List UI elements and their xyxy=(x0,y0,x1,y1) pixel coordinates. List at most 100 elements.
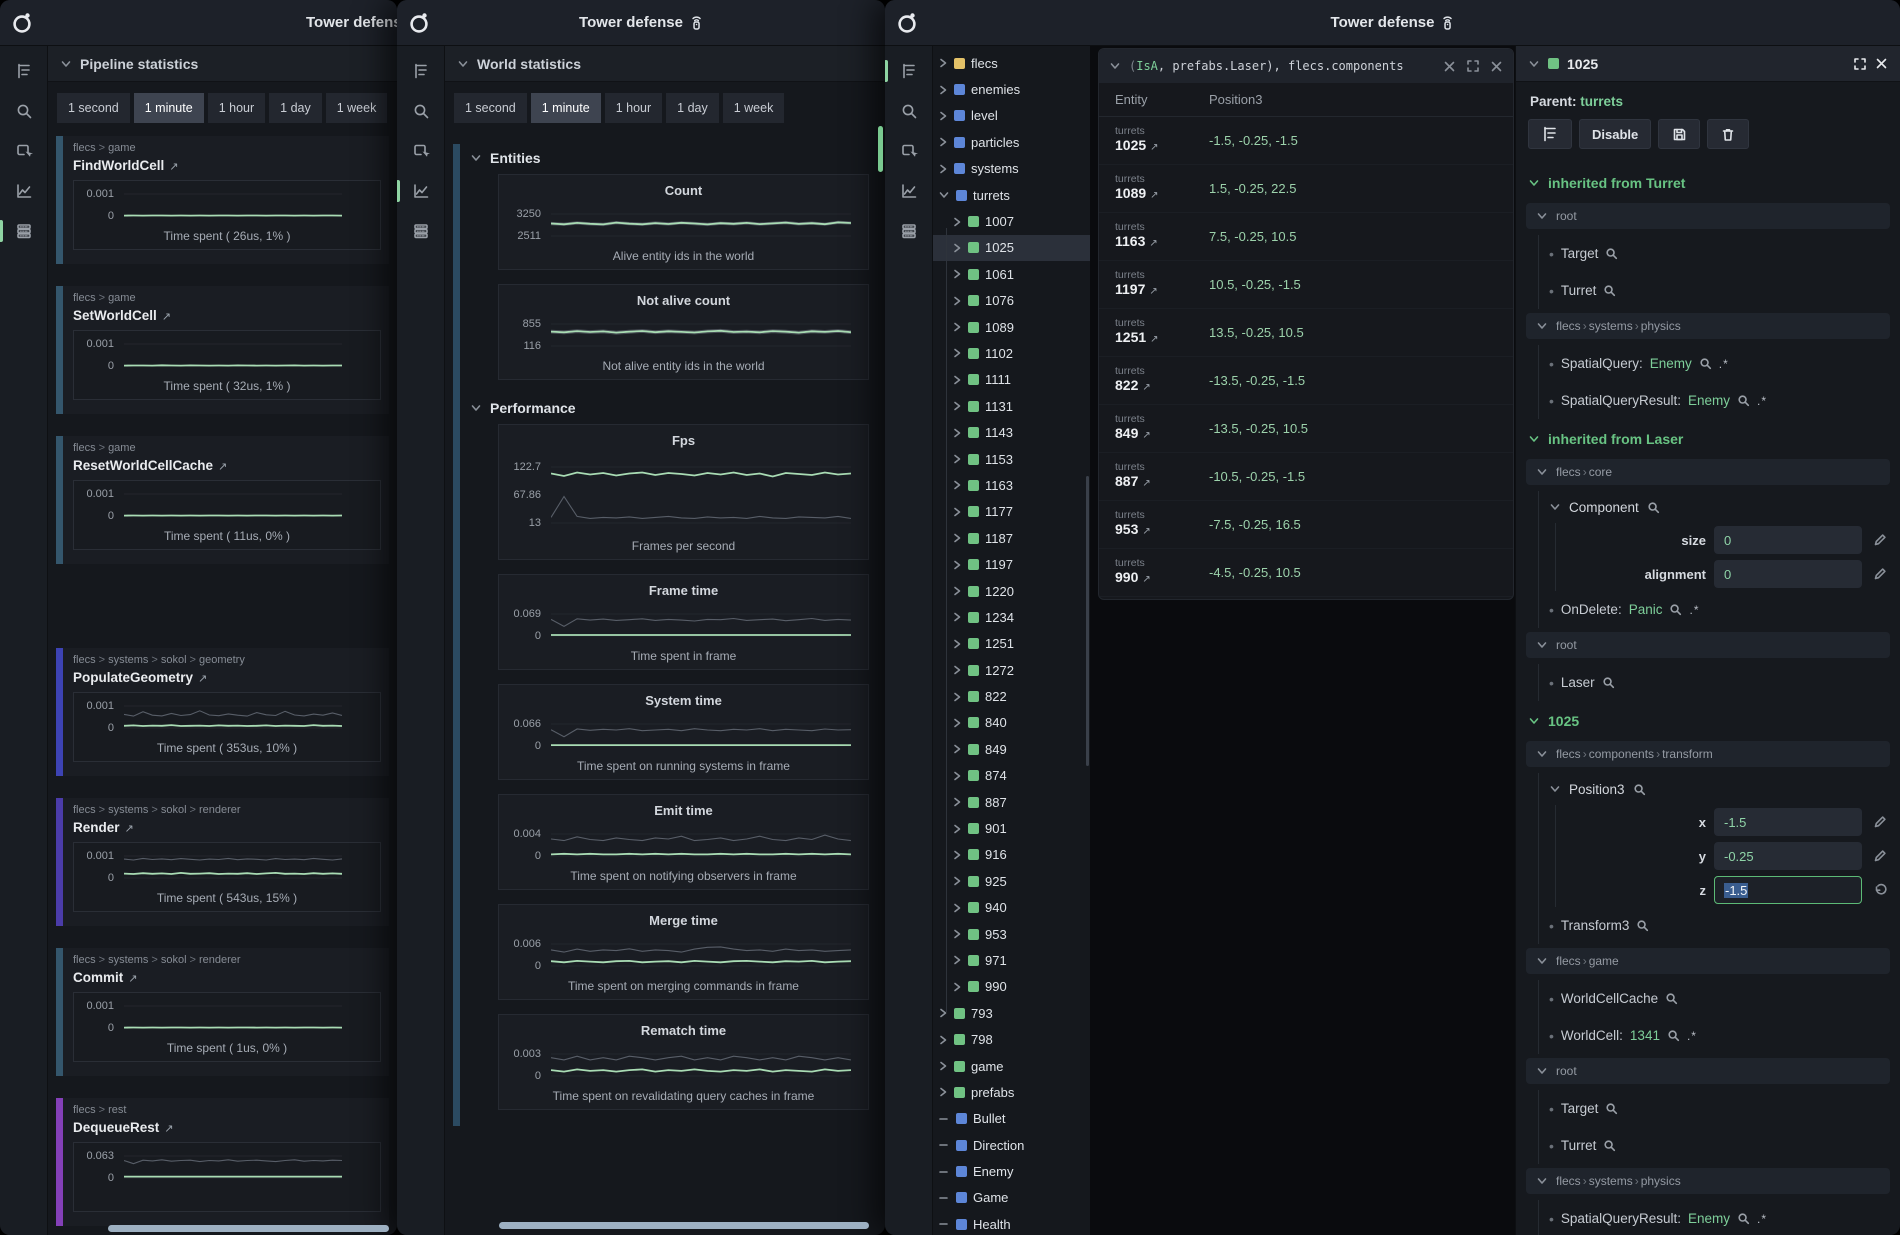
query-result-row[interactable]: turrets887↗-10.5, -0.25, -1.5 xyxy=(1099,453,1513,501)
tree-view-button[interactable] xyxy=(1528,119,1572,149)
expand-icon[interactable] xyxy=(1853,57,1867,71)
search-usage-icon[interactable] xyxy=(1669,603,1682,616)
close-icon[interactable] xyxy=(1490,60,1503,73)
query-result-row[interactable]: turrets849↗-13.5, -0.25, 10.5 xyxy=(1099,405,1513,453)
tree-item-1007[interactable]: 1007 xyxy=(933,208,1090,234)
search-usage-icon[interactable] xyxy=(1603,284,1616,297)
component-item-Turret[interactable]: •Turret xyxy=(1549,1127,1892,1164)
chart-icon[interactable] xyxy=(11,178,37,204)
tree-item-Bullet[interactable]: Bullet xyxy=(933,1106,1090,1132)
component-path-root[interactable]: root xyxy=(1526,203,1890,229)
component-item-SpatialQueryResult[interactable]: •SpatialQueryResult:Enemy.* xyxy=(1549,382,1892,419)
query-result-row[interactable]: turrets953↗-7.5, -0.25, 16.5 xyxy=(1099,501,1513,549)
tree-item-Enemy[interactable]: Enemy xyxy=(933,1158,1090,1184)
tree-item-990[interactable]: 990 xyxy=(933,974,1090,1000)
section-header-performance[interactable]: Performance xyxy=(470,394,871,424)
search-usage-icon[interactable] xyxy=(1699,357,1712,370)
time-range-1-second[interactable]: 1 second xyxy=(453,92,528,124)
tree-item-1143[interactable]: 1143 xyxy=(933,419,1090,445)
disable-button[interactable]: Disable xyxy=(1579,119,1651,149)
tree-item-1163[interactable]: 1163 xyxy=(933,472,1090,498)
tree-item-793[interactable]: 793 xyxy=(933,1000,1090,1026)
tree-item-1251[interactable]: 1251 xyxy=(933,631,1090,657)
tree-item-1272[interactable]: 1272 xyxy=(933,657,1090,683)
tree-icon[interactable] xyxy=(11,58,37,84)
pair-wildcard-icon[interactable]: .* xyxy=(1719,357,1729,371)
search-usage-icon[interactable] xyxy=(1636,919,1649,932)
time-range-1-minute[interactable]: 1 minute xyxy=(530,92,602,124)
search-usage-icon[interactable] xyxy=(1737,1212,1750,1225)
system-link[interactable]: DequeueRest↗ xyxy=(73,1120,381,1142)
search-usage-icon[interactable] xyxy=(1633,783,1646,796)
entity-link[interactable]: 990↗ xyxy=(1115,569,1209,588)
inspector-section-1025[interactable]: 1025 xyxy=(1524,701,1892,737)
search-usage-icon[interactable] xyxy=(1667,1029,1680,1042)
tree-item-1197[interactable]: 1197 xyxy=(933,551,1090,577)
component-path-flecs-components-transform[interactable]: flecs›components›transform xyxy=(1526,741,1890,767)
pair-wildcard-icon[interactable]: .* xyxy=(1687,1029,1697,1043)
tree-item-1025[interactable]: 1025 xyxy=(933,235,1090,261)
world-stats-scroll[interactable]: EntitiesCount32502511Alive entity ids in… xyxy=(445,132,885,1235)
entity-link[interactable]: 1251↗ xyxy=(1115,329,1209,348)
parent-link[interactable]: turrets xyxy=(1580,94,1623,109)
edit-pencil-icon[interactable] xyxy=(1870,849,1890,863)
component-item-Target[interactable]: •Target xyxy=(1549,235,1892,272)
component-expand-Position3[interactable]: Position3 xyxy=(1549,773,1892,805)
component-path-flecs-systems-physics[interactable]: flecs›systems›physics xyxy=(1526,313,1890,339)
time-range-1-week[interactable]: 1 week xyxy=(722,92,786,124)
tree-item-systems[interactable]: systems xyxy=(933,156,1090,182)
time-range-1-week[interactable]: 1 week xyxy=(325,92,389,124)
tree-item-887[interactable]: 887 xyxy=(933,789,1090,815)
entity-link[interactable]: 887↗ xyxy=(1115,473,1209,492)
expand-icon[interactable] xyxy=(1466,59,1480,73)
inspector-section-inherited-from-Turret[interactable]: inherited from Turret xyxy=(1524,163,1892,199)
component-path-root[interactable]: root xyxy=(1526,1058,1890,1084)
tree-item-1153[interactable]: 1153 xyxy=(933,446,1090,472)
tree-item-1187[interactable]: 1187 xyxy=(933,525,1090,551)
tree-item-1234[interactable]: 1234 xyxy=(933,604,1090,630)
component-item-Turret[interactable]: •Turret xyxy=(1549,272,1892,309)
connection-icon[interactable] xyxy=(1441,15,1454,30)
tree-item-1076[interactable]: 1076 xyxy=(933,288,1090,314)
pair-wildcard-icon[interactable]: .* xyxy=(1757,394,1767,408)
entity-link[interactable]: 849↗ xyxy=(1115,425,1209,444)
entity-link[interactable]: 1025↗ xyxy=(1115,137,1209,156)
tree-icon[interactable] xyxy=(408,58,434,84)
search-usage-icon[interactable] xyxy=(1737,394,1750,407)
tree-item-822[interactable]: 822 xyxy=(933,683,1090,709)
edit-pencil-icon[interactable] xyxy=(1870,533,1890,547)
search-usage-icon[interactable] xyxy=(1605,1102,1618,1115)
tree-item-1089[interactable]: 1089 xyxy=(933,314,1090,340)
query-result-row[interactable]: turrets822↗-13.5, -0.25, -1.5 xyxy=(1099,357,1513,405)
search-usage-icon[interactable] xyxy=(1603,1139,1616,1152)
component-item-Target[interactable]: •Target xyxy=(1549,1090,1892,1127)
query-input[interactable]: (IsA, prefabs.Laser), flecs.components xyxy=(1129,59,1435,73)
pipeline-icon[interactable] xyxy=(408,218,434,244)
pipeline-cards-scroll[interactable]: flecs>gameFindWorldCell↗0.0010Time spent… xyxy=(48,132,397,1235)
tree-item-874[interactable]: 874 xyxy=(933,763,1090,789)
tree-item-849[interactable]: 849 xyxy=(933,736,1090,762)
chart-icon[interactable] xyxy=(408,178,434,204)
system-link[interactable]: PopulateGeometry↗ xyxy=(73,670,381,692)
panel-header-pipeline[interactable]: Pipeline statistics xyxy=(48,46,397,82)
horizontal-scrollbar[interactable] xyxy=(499,1222,869,1229)
component-path-flecs-core[interactable]: flecs›core xyxy=(1526,459,1890,485)
query-result-row[interactable]: turrets1251↗13.5, -0.25, 10.5 xyxy=(1099,309,1513,357)
chart-icon[interactable] xyxy=(896,178,922,204)
tree-item-1061[interactable]: 1061 xyxy=(933,261,1090,287)
tree-item-level[interactable]: level xyxy=(933,103,1090,129)
pair-wildcard-icon[interactable]: .* xyxy=(1757,1212,1767,1226)
tree-icon[interactable] xyxy=(896,58,922,84)
tree-item-1220[interactable]: 1220 xyxy=(933,578,1090,604)
time-range-1-day[interactable]: 1 day xyxy=(268,92,323,124)
component-item-Transform3[interactable]: •Transform3 xyxy=(1549,907,1892,944)
search-usage-icon[interactable] xyxy=(1602,676,1615,689)
entity-link[interactable]: 1163↗ xyxy=(1115,233,1209,252)
component-path-flecs-game[interactable]: flecs›game xyxy=(1526,948,1890,974)
edit-pencil-icon[interactable] xyxy=(1870,567,1890,581)
entity-link[interactable]: 822↗ xyxy=(1115,377,1209,396)
tree-item-enemies[interactable]: enemies xyxy=(933,76,1090,102)
inspect-icon[interactable] xyxy=(896,138,922,164)
tree-item-1111[interactable]: 1111 xyxy=(933,367,1090,393)
field-input-y[interactable]: -0.25 xyxy=(1714,842,1862,870)
